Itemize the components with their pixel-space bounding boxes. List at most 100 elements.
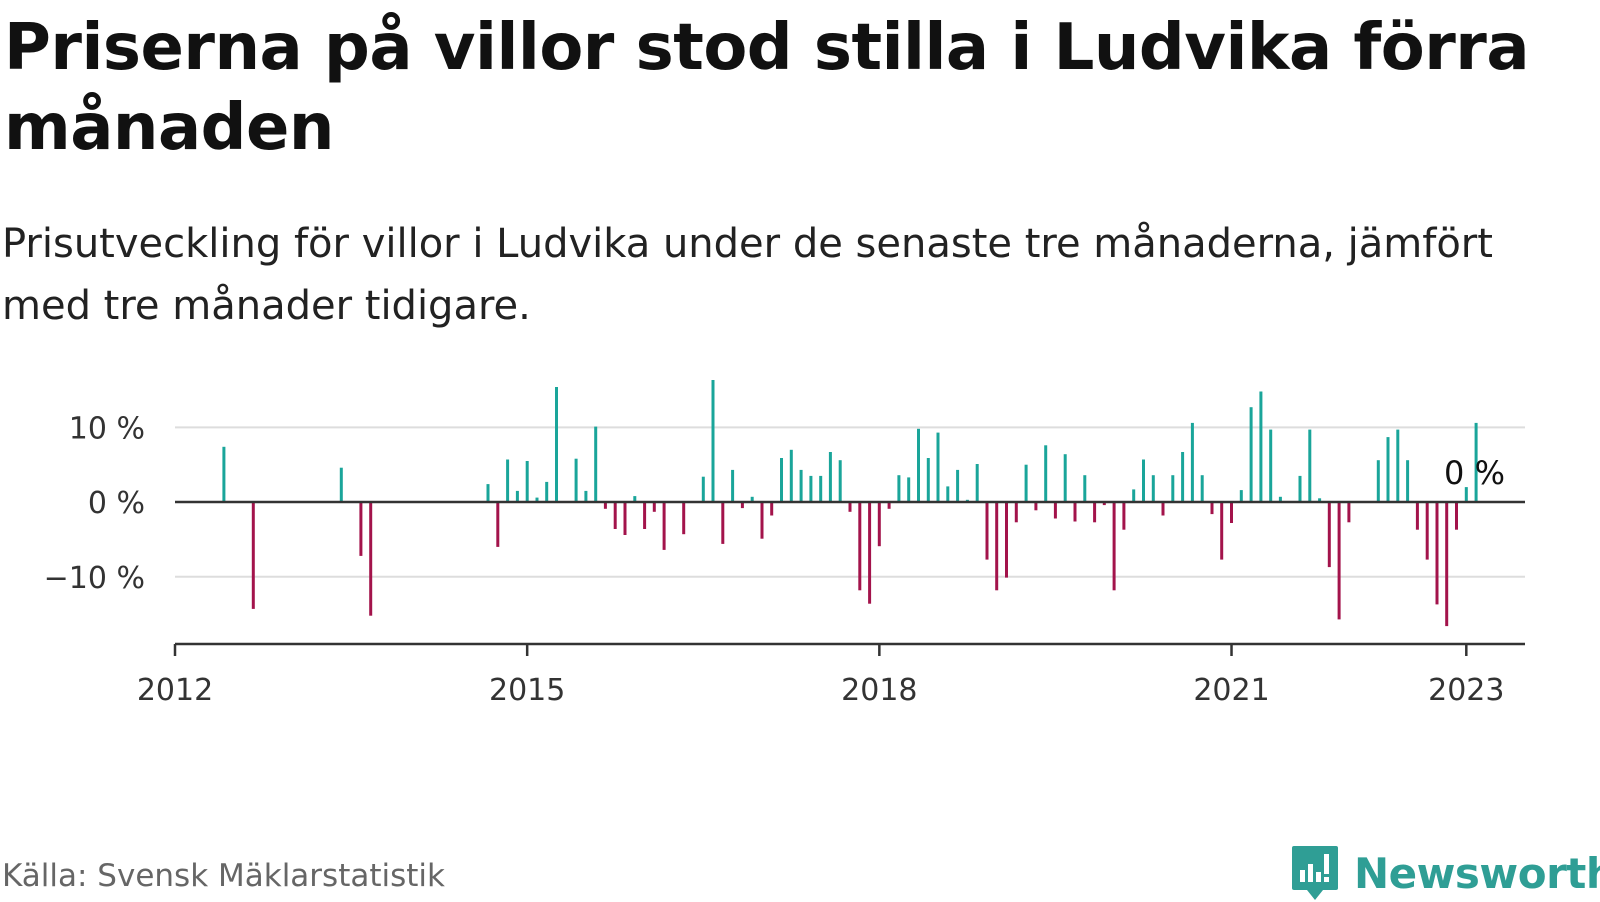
bar	[946, 486, 950, 503]
bar	[1053, 502, 1057, 519]
brand: Newsworthy	[1290, 844, 1600, 902]
bar	[515, 490, 519, 503]
bar	[1171, 475, 1175, 503]
bar	[633, 496, 637, 503]
bar	[819, 475, 823, 502]
y-tick-label: 10 %	[69, 411, 145, 446]
bar	[1093, 502, 1097, 523]
axes	[173, 500, 1525, 656]
bar	[956, 469, 960, 502]
bar	[1063, 454, 1067, 502]
bar	[574, 458, 578, 502]
bar	[887, 502, 891, 509]
bar	[897, 475, 901, 503]
bar	[1337, 502, 1341, 620]
bar	[1161, 502, 1165, 516]
bar	[1005, 502, 1008, 578]
chart-title: Priserna på villor stod stilla i Ludvika…	[4, 11, 1530, 165]
bar	[926, 458, 930, 503]
bar	[1112, 502, 1116, 591]
x-tick-label: 2012	[137, 673, 213, 708]
bar	[1396, 429, 1400, 503]
bar	[643, 502, 647, 529]
bar	[1190, 422, 1194, 503]
bar	[985, 502, 989, 560]
bar	[1122, 502, 1126, 530]
bar	[721, 502, 725, 544]
bar	[613, 502, 617, 529]
bar	[1210, 502, 1214, 515]
bar	[858, 502, 862, 591]
bar	[995, 502, 999, 591]
bar	[1386, 437, 1390, 503]
bar	[486, 484, 490, 502]
bar	[1132, 489, 1136, 503]
bar	[1200, 475, 1204, 503]
bar	[877, 502, 881, 547]
bar-chart-logo-icon	[1292, 846, 1338, 900]
bar	[1445, 502, 1449, 627]
brand-name: Newsworthy	[1354, 848, 1600, 898]
bar	[594, 426, 598, 503]
x-tick-label: 2023	[1428, 673, 1504, 708]
bar	[1464, 487, 1468, 502]
bars	[222, 380, 1478, 627]
bar	[809, 475, 813, 502]
bar	[369, 502, 373, 616]
x-tick-label: 2018	[841, 673, 917, 708]
bar	[760, 502, 764, 539]
bar	[1220, 502, 1224, 560]
bar	[1298, 475, 1302, 502]
bar	[1024, 464, 1028, 503]
bar	[828, 452, 832, 503]
x-tick-label: 2015	[489, 673, 565, 708]
bar	[1142, 459, 1145, 503]
bar	[975, 464, 979, 503]
bar	[1455, 502, 1458, 530]
bar	[1435, 502, 1439, 605]
chart-subtitle: Prisutveckling för villor i Ludvika unde…	[2, 221, 1493, 329]
y-tick-label: 0 %	[88, 486, 145, 521]
bar	[525, 461, 529, 503]
bar	[1259, 391, 1263, 503]
bar	[1034, 502, 1038, 511]
bar	[701, 476, 705, 503]
bar	[770, 502, 774, 516]
bar	[1308, 429, 1312, 503]
y-tick-label: −10 %	[44, 561, 145, 596]
bar	[917, 428, 920, 502]
bar	[731, 469, 735, 502]
bar	[780, 458, 783, 503]
source-note: Källa: Svensk Mäklarstatistik	[2, 858, 445, 894]
bar	[711, 380, 715, 503]
bar	[1327, 502, 1331, 568]
bar	[222, 446, 226, 503]
bar	[682, 502, 686, 535]
bar	[1230, 502, 1233, 523]
bar	[623, 502, 627, 535]
bar	[838, 460, 842, 502]
bar	[555, 387, 558, 502]
bar	[652, 502, 656, 512]
bar	[1181, 452, 1185, 503]
bar	[584, 490, 588, 503]
bar	[1083, 475, 1087, 503]
bar	[662, 502, 666, 550]
bar	[848, 502, 852, 512]
bar	[740, 502, 744, 509]
gridlines	[175, 426, 1525, 578]
bar	[936, 432, 940, 503]
bar-chart: 10 % 0 % −10 % 2012 2015 2018 2021 2023 0 %	[44, 380, 1525, 708]
bar	[1415, 502, 1419, 530]
bar	[535, 497, 539, 503]
bar	[1347, 502, 1351, 523]
bar	[1406, 460, 1410, 502]
bar	[1249, 407, 1253, 503]
bar	[1376, 460, 1380, 502]
bar	[1151, 475, 1155, 503]
bar	[750, 496, 754, 502]
bar	[1239, 490, 1243, 503]
bar	[603, 502, 607, 509]
x-tick-label: 2021	[1193, 673, 1269, 708]
bar	[251, 502, 255, 609]
